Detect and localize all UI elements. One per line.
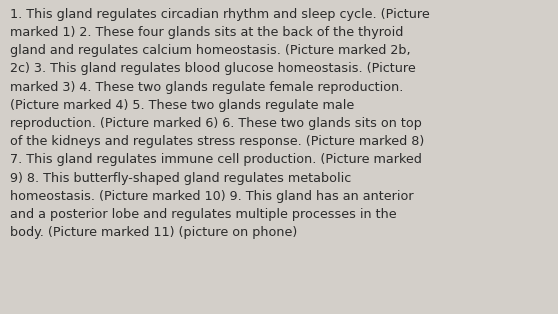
Text: 1. This gland regulates circadian rhythm and sleep cycle. (Picture
marked 1) 2. : 1. This gland regulates circadian rhythm… [10,8,430,239]
